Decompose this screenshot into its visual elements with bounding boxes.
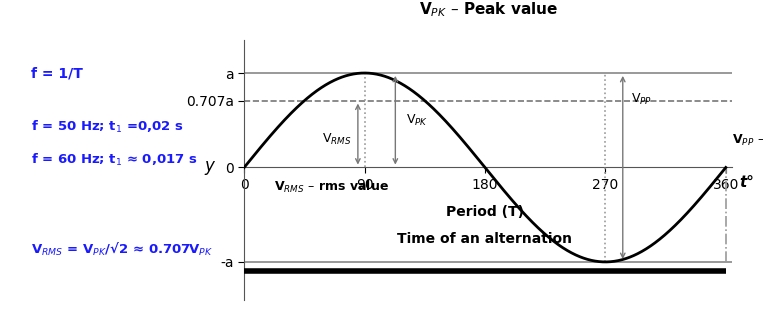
Text: y: y bbox=[204, 157, 214, 174]
Text: Time of an alternation: Time of an alternation bbox=[398, 232, 572, 246]
Text: f = 50 Hz; t$_1$ =0,02 s: f = 50 Hz; t$_1$ =0,02 s bbox=[31, 119, 183, 135]
Text: V$_{RMS}$ – rms value: V$_{RMS}$ – rms value bbox=[274, 179, 388, 195]
Text: f = 60 Hz; t$_1$ ≈ 0,017 s: f = 60 Hz; t$_1$ ≈ 0,017 s bbox=[31, 152, 197, 168]
Text: V$_{PK}$ – Peak value: V$_{PK}$ – Peak value bbox=[419, 0, 558, 19]
Text: Period (T): Period (T) bbox=[446, 205, 524, 219]
Text: V$_{PP}$: V$_{PP}$ bbox=[631, 92, 652, 107]
Text: t°: t° bbox=[739, 175, 754, 190]
Text: V$_{PK}$: V$_{PK}$ bbox=[406, 113, 428, 128]
Text: V$_{RMS}$: V$_{RMS}$ bbox=[322, 132, 351, 147]
Text: V$_{RMS}$ = V$_{PK}$/√2 ≈ 0.707V$_{PK}$: V$_{RMS}$ = V$_{PK}$/√2 ≈ 0.707V$_{PK}$ bbox=[31, 241, 212, 258]
Text: V$_{PP}$ – Wave amplitude: V$_{PP}$ – Wave amplitude bbox=[732, 131, 763, 148]
Text: f = 1/T: f = 1/T bbox=[31, 66, 82, 80]
